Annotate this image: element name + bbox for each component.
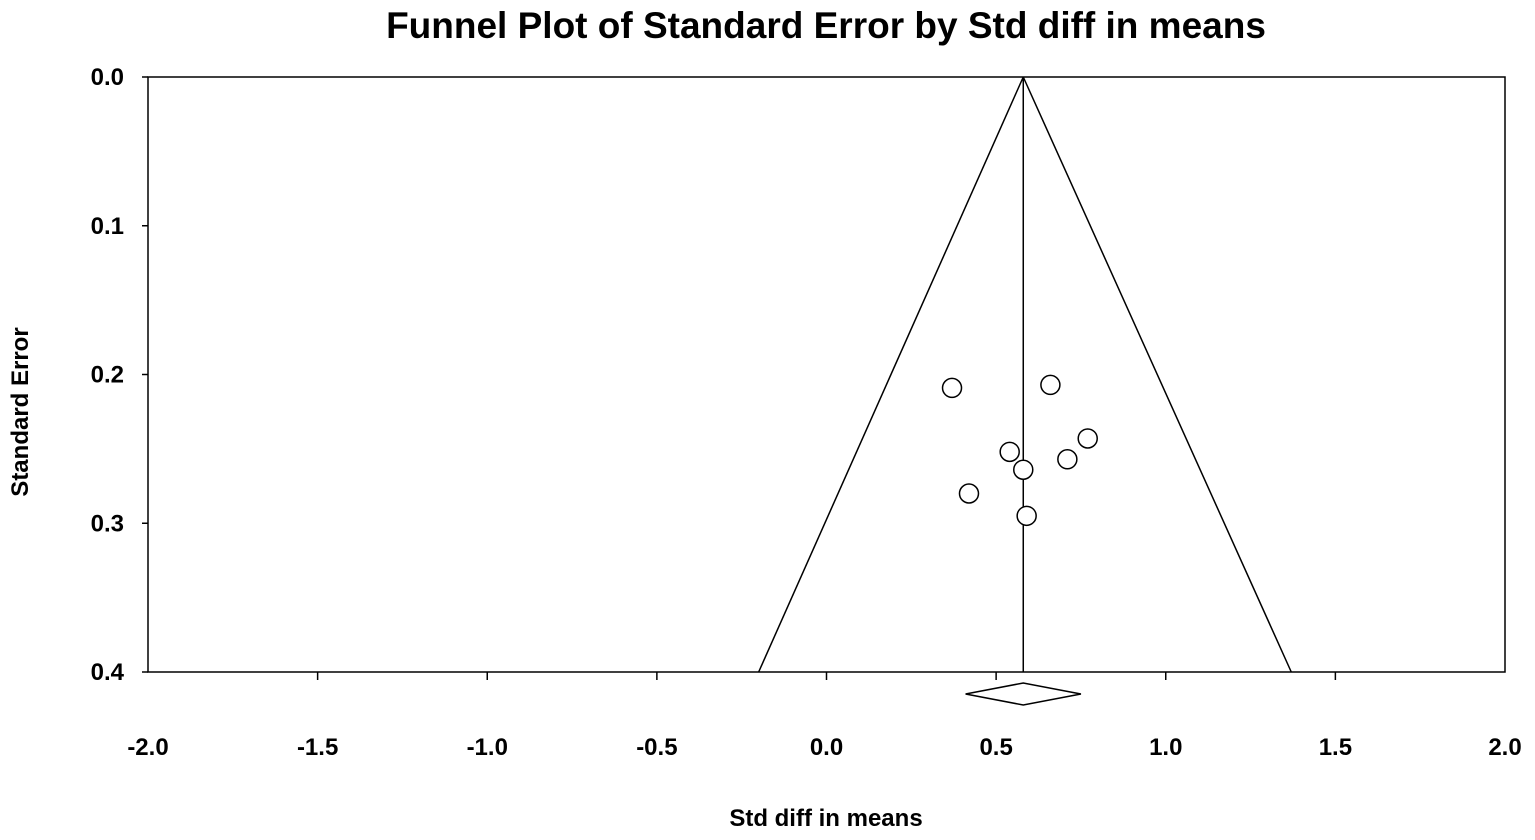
x-tick-label: 0.0 <box>810 734 843 761</box>
y-tick-label: 0.4 <box>91 659 125 686</box>
x-tick-label: 1.0 <box>1149 734 1182 761</box>
x-tick-label: 1.5 <box>1319 734 1352 761</box>
x-tick-label: 2.0 <box>1488 734 1521 761</box>
summary-diamond <box>965 682 1082 706</box>
y-axis-label: Standard Error <box>7 327 34 496</box>
x-tick-label: 0.5 <box>979 734 1012 761</box>
study-point <box>1057 449 1078 470</box>
y-tick-label: 0.1 <box>91 213 124 240</box>
plot-frame <box>147 76 1506 673</box>
x-tick-label: -1.0 <box>467 734 508 761</box>
x-tick-label: -2.0 <box>127 734 168 761</box>
study-point <box>1040 374 1061 396</box>
plot-area: -2.0 -1.5 -1.0 -0.5 0.0 0.5 1.0 1.5 2.0 0.0 0.1 0.2… <box>91 64 1522 761</box>
study-point <box>999 441 1020 463</box>
study-point <box>1016 505 1037 527</box>
y-tick-label: 0.3 <box>91 510 124 537</box>
x-tick-label: -1.5 <box>297 734 338 761</box>
x-tick-label: -0.5 <box>636 734 677 761</box>
chart-title: Funnel Plot of Standard Error by Std dif… <box>386 5 1266 46</box>
funnel-left-line <box>757 76 1024 673</box>
x-axis-label: Std diff in means <box>729 805 922 832</box>
y-tick-label: 0.2 <box>91 362 124 389</box>
y-tick-label: 0.0 <box>91 64 124 91</box>
study-point <box>958 483 980 504</box>
study-point <box>1077 428 1098 449</box>
funnel-right-line <box>1022 76 1292 673</box>
study-point <box>1013 459 1034 480</box>
study-point <box>941 377 963 399</box>
